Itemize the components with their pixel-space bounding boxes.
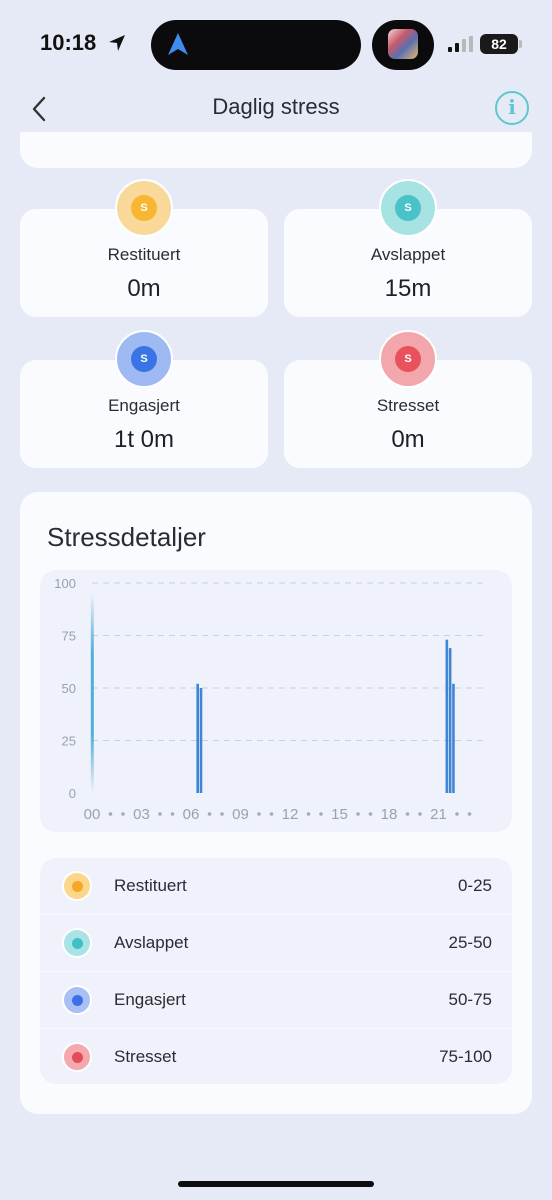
stress-details-card: Stressdetaljer 100 75 50 25 0 00 03 06 09 12 15 18… <box>20 492 532 1114</box>
stress-bar <box>452 683 455 793</box>
stress-bar <box>90 593 94 793</box>
stress-chart: 100 75 50 25 0 00 03 06 09 12 15 18 21 <box>40 570 512 832</box>
stat-label: Engasjert <box>108 396 180 415</box>
x-tick-dot <box>418 812 422 816</box>
x-tick-dot <box>319 812 323 816</box>
x-tick-label: 09 <box>232 806 249 823</box>
x-tick-label: 21 <box>430 806 447 823</box>
summary-card-clipped <box>20 132 532 168</box>
legend-row-avslappet: Avslappet 25-50 <box>40 915 512 972</box>
y-tick-label: 0 <box>69 786 76 801</box>
x-tick-dot <box>368 812 373 816</box>
stress-bar <box>448 648 452 793</box>
x-tick-dot <box>467 812 472 816</box>
stat-label: Stresset <box>376 396 440 415</box>
y-axis-ticks: 100 75 50 25 0 <box>54 576 76 801</box>
x-tick-dot <box>121 812 125 816</box>
stress-legend: Restituert 0-25 Avslappet 25-50 Engasjer… <box>40 858 512 1084</box>
stat-value: 0m <box>127 275 161 302</box>
status-bar: 10:18 82 <box>0 0 552 90</box>
x-tick-dot <box>306 812 311 816</box>
legend-row-stresset: Stresset 75-100 <box>40 1029 512 1086</box>
x-tick-dot <box>158 812 162 816</box>
legend-range: 50-75 <box>448 990 492 1009</box>
stat-value: 0m <box>391 426 425 453</box>
avslappet-stress-icon: S <box>379 179 437 237</box>
y-tick-label: 50 <box>62 681 76 696</box>
cellular-signal-icon <box>448 36 473 52</box>
back-button[interactable] <box>24 92 54 126</box>
x-tick-label: 15 <box>331 806 348 823</box>
y-tick-label: 25 <box>62 734 76 749</box>
y-tick-label: 100 <box>54 576 76 591</box>
legend-range: 25-50 <box>448 933 492 952</box>
legend-row-restituert: Restituert 0-25 <box>40 858 512 915</box>
legend-range: 75-100 <box>439 1047 492 1066</box>
stat-label: Restituert <box>107 245 181 264</box>
stress-bar <box>199 688 203 793</box>
chart-grid <box>92 582 488 741</box>
x-axis-ticks: 00 03 06 09 12 15 18 21 <box>84 806 472 823</box>
chart-bars <box>90 593 455 793</box>
x-tick-label: 03 <box>133 806 150 823</box>
album-art-icon <box>388 29 418 59</box>
avslappet-dot-icon <box>62 928 92 958</box>
live-activity-thumbnail <box>372 20 434 70</box>
navigation-arrow-icon <box>168 33 188 55</box>
x-tick-label: 18 <box>381 806 398 823</box>
stress-chart-svg: 100 75 50 25 0 00 03 06 09 12 15 18 21 <box>54 576 488 823</box>
battery-icon: 82 <box>480 34 522 54</box>
x-tick-dot <box>207 812 212 816</box>
nav-header: Daglig stress i <box>0 82 552 138</box>
x-tick-label: 12 <box>282 806 299 823</box>
legend-name: Stresset <box>114 1047 177 1066</box>
location-arrow-icon <box>109 35 125 51</box>
legend-range: 0-25 <box>457 876 492 895</box>
restituert-stress-icon: S <box>115 179 173 237</box>
x-tick-dot <box>356 812 360 816</box>
info-button[interactable]: i <box>495 91 529 125</box>
x-tick-dot <box>405 812 410 816</box>
legend-row-engasjert: Engasjert 50-75 <box>40 972 512 1029</box>
engasjert-dot-icon <box>62 985 92 1015</box>
details-title: Stressdetaljer <box>47 522 206 552</box>
home-indicator[interactable] <box>178 1181 374 1187</box>
legend-name: Avslappet <box>114 933 189 952</box>
x-tick-label: 06 <box>183 806 200 823</box>
x-tick-dot <box>455 812 459 816</box>
stresset-stress-icon: S <box>379 330 437 388</box>
page-title: Daglig stress <box>212 94 340 119</box>
x-tick-dot <box>269 812 274 816</box>
engasjert-stress-icon: S <box>115 330 173 388</box>
x-tick-dot <box>257 812 261 816</box>
stat-value: 1t 0m <box>113 426 175 453</box>
x-tick-dot <box>170 812 175 816</box>
status-time: 10:18 <box>40 30 97 55</box>
stress-bar <box>196 683 199 793</box>
restituert-dot-icon <box>62 871 92 901</box>
x-tick-label: 00 <box>84 806 101 823</box>
x-tick-dot <box>108 812 113 816</box>
chevron-left-icon <box>32 96 46 122</box>
y-tick-label: 75 <box>62 629 76 644</box>
dynamic-island <box>151 20 361 70</box>
stress-bar <box>445 639 449 793</box>
stat-label: Avslappet <box>370 245 446 264</box>
stat-value: 15m <box>384 275 432 302</box>
legend-name: Engasjert <box>114 990 186 1009</box>
legend-name: Restituert <box>114 876 187 895</box>
x-tick-dot <box>220 812 224 816</box>
stresset-dot-icon <box>62 1042 92 1072</box>
